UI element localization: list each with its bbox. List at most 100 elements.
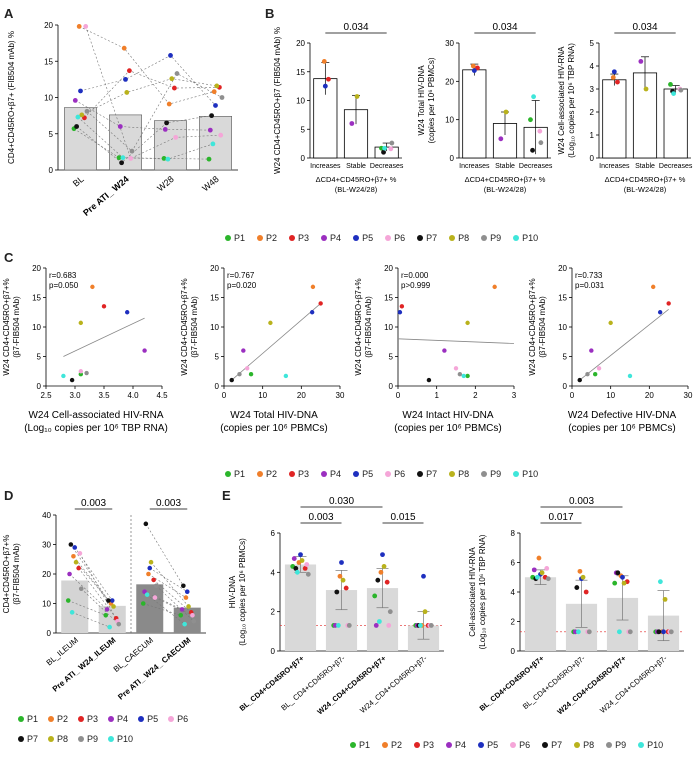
legend-item: P9 xyxy=(78,734,98,744)
data-point xyxy=(627,629,633,635)
legend-top: P1 P2 P3 P4 P5 P6 P7 P8 P9 P10 xyxy=(225,233,538,243)
data-point xyxy=(61,373,66,379)
x-tick-label: 4.0 xyxy=(127,391,139,400)
data-point xyxy=(140,601,146,606)
data-point xyxy=(293,566,299,571)
x-tick-label: Stable xyxy=(495,163,515,170)
data-point xyxy=(457,372,463,377)
patient-line xyxy=(149,567,188,592)
legend-label: P2 xyxy=(266,233,278,243)
x-tick-label: Pre ATI_ W24_ CAECUM xyxy=(116,635,193,701)
bar xyxy=(524,577,557,651)
data-point xyxy=(426,377,432,383)
data-point xyxy=(611,69,617,75)
data-point xyxy=(144,592,150,597)
data-point xyxy=(78,88,83,94)
data-point xyxy=(111,604,116,609)
patient-line xyxy=(79,553,118,622)
legend-label: P1 xyxy=(234,469,246,479)
y-tick-label: 20 xyxy=(44,21,53,30)
y-axis-label: W24 CD4+CD45RO+β7+% xyxy=(354,278,363,375)
data-point xyxy=(207,127,213,133)
panel-letter-a: A xyxy=(4,6,14,21)
legend-dot xyxy=(78,736,85,742)
legend-label: P9 xyxy=(490,233,502,243)
data-point xyxy=(302,566,308,571)
x-tick-label: W24_CD4+CD45RO+β7- xyxy=(358,653,429,715)
data-point xyxy=(470,63,476,69)
data-point xyxy=(612,580,618,586)
x-axis-label-2: (copies per 10⁶ PBMCs) xyxy=(220,423,328,434)
p-value-label: 0.003 xyxy=(156,498,181,509)
data-point xyxy=(334,589,340,595)
x-tick-label: 4.5 xyxy=(156,391,168,400)
data-point xyxy=(109,598,115,603)
x-axis-label: W24 Defective HIV-DNA xyxy=(568,410,677,421)
data-point xyxy=(219,95,225,100)
patient-line xyxy=(78,567,117,619)
data-point xyxy=(104,607,110,612)
legend-item: P2 xyxy=(48,714,68,724)
patient-line xyxy=(148,573,187,598)
y-tick-label: 0 xyxy=(37,382,42,391)
x-axis-label: W24 Total HIV-DNA xyxy=(230,410,318,421)
data-point xyxy=(107,624,112,630)
data-point xyxy=(83,24,89,29)
p-value-label: 0.017 xyxy=(548,512,573,523)
p-value: p=0.050 xyxy=(49,281,79,290)
data-point xyxy=(206,156,212,162)
data-point xyxy=(537,128,543,134)
data-point xyxy=(657,310,663,315)
data-point xyxy=(65,598,71,603)
legend-label: P7 xyxy=(426,469,438,479)
panel-letter-b: B xyxy=(265,6,275,21)
data-point xyxy=(72,545,78,550)
data-point xyxy=(465,373,470,379)
legend-label: P5 xyxy=(362,469,374,479)
legend-label: P4 xyxy=(330,469,342,479)
data-point xyxy=(148,559,154,565)
legend-label: P3 xyxy=(298,233,310,243)
data-point xyxy=(241,348,246,353)
data-point xyxy=(638,59,644,64)
data-point xyxy=(305,571,311,577)
y-axis-label-2: (β7-FIB504 mAb) xyxy=(12,296,21,358)
legend-item: P8 xyxy=(449,469,469,479)
legend-item: P7 xyxy=(417,233,437,243)
data-point xyxy=(178,613,184,618)
data-point xyxy=(76,24,82,29)
x-tick-label: Decreases xyxy=(519,163,553,170)
legend-e: P1 P2 P3 P4 P5 P6 P7 P8 P9 P10 xyxy=(350,740,663,750)
x-tick-label: 0 xyxy=(396,391,401,400)
data-point xyxy=(381,149,386,155)
legend-dot xyxy=(350,742,356,748)
data-point xyxy=(678,87,684,93)
data-point xyxy=(339,560,344,565)
y-tick-label: 15 xyxy=(296,68,305,77)
legend-item: P4 xyxy=(321,233,341,243)
legend-dot xyxy=(108,716,115,722)
y-tick-label: 30 xyxy=(42,541,51,550)
data-point xyxy=(142,589,147,594)
x-axis-label-2: (BL-W24/28) xyxy=(624,185,667,194)
data-point xyxy=(84,108,90,114)
data-point xyxy=(309,310,315,315)
y-tick-label: 2 xyxy=(590,108,595,117)
x-tick-label: Pre ATI_ W24_ILEUM xyxy=(51,635,118,693)
data-point xyxy=(616,629,622,635)
chart-b3: 0 1 2 3 4 5 W24 Cell-associated HIV-RNA (Log₁₀ … xyxy=(557,22,693,194)
data-point xyxy=(67,571,72,577)
data-point xyxy=(376,619,382,624)
legend-item: P8 xyxy=(48,734,68,744)
legend-item: P2 xyxy=(257,469,277,479)
x-axis-label: ΔCD4+CD45RO+β7+ % xyxy=(605,175,686,184)
r-value: r=0.733 xyxy=(575,271,603,280)
data-point xyxy=(291,556,297,561)
legend-item: P9 xyxy=(481,233,501,243)
data-point xyxy=(169,76,175,82)
legend-item: P6 xyxy=(510,740,530,750)
p-value-label: 0.015 xyxy=(390,512,415,523)
y-tick-label: 0 xyxy=(563,382,568,391)
legend-item: P6 xyxy=(385,469,405,479)
